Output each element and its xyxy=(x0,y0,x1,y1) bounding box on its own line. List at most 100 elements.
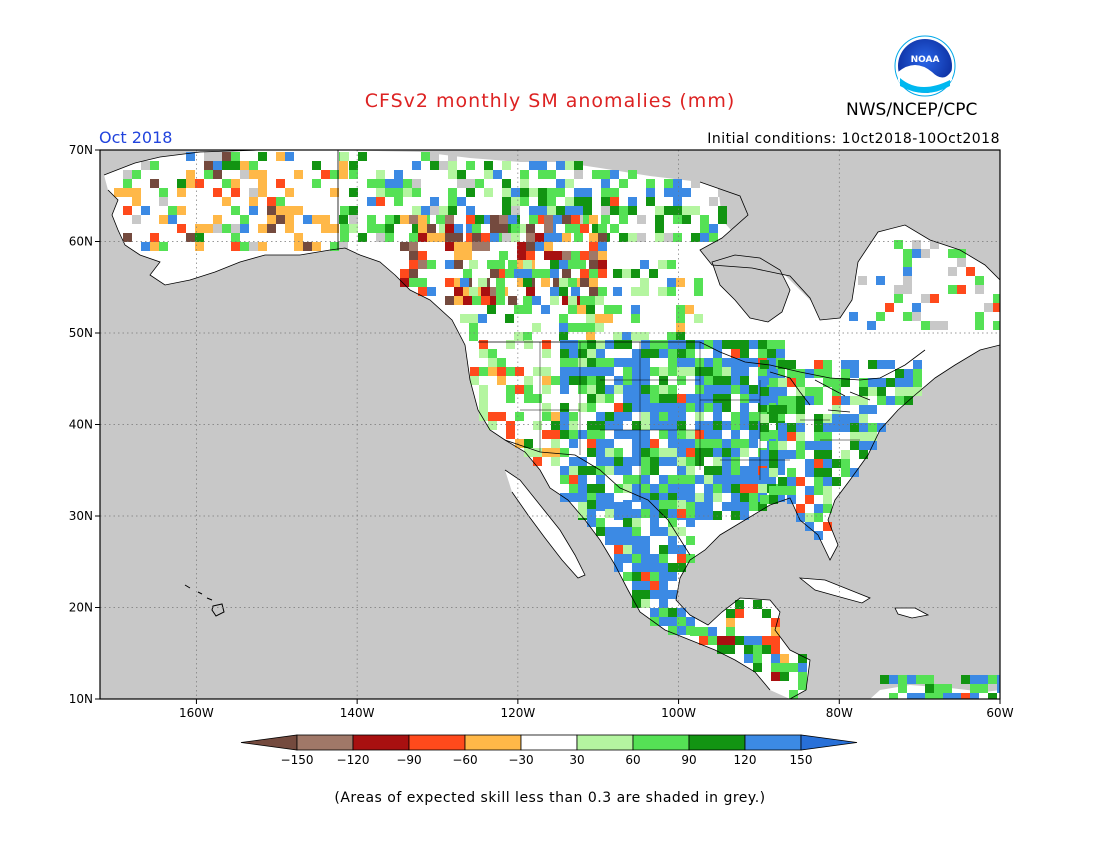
anomaly-cell xyxy=(640,260,649,269)
anomaly-cell xyxy=(213,161,222,170)
anomaly-cell xyxy=(650,394,659,403)
anomaly-cell xyxy=(704,421,713,430)
anomaly-cell xyxy=(930,294,939,303)
anomaly-cell xyxy=(427,260,436,269)
anomaly-cell xyxy=(650,466,659,475)
anomaly-cell xyxy=(632,385,641,394)
anomaly-cell xyxy=(523,260,532,269)
anomaly-cell xyxy=(560,466,569,475)
anomaly-cell xyxy=(614,385,623,394)
anomaly-cell xyxy=(484,161,493,170)
anomaly-cell xyxy=(469,332,478,341)
anomaly-cell xyxy=(641,448,650,457)
anomaly-cell xyxy=(814,513,823,522)
anomaly-cell xyxy=(776,466,785,475)
colorbar-label: −30 xyxy=(508,753,533,767)
anomaly-cell xyxy=(605,394,614,403)
anomaly-cell xyxy=(787,486,796,495)
anomaly-cell xyxy=(488,421,497,430)
axis-ticks: 160W 140W 120W 100W 80W 60W 10N 20N 30N 40N 50N 60N… xyxy=(69,143,1014,720)
anomaly-cell xyxy=(740,421,749,430)
anomaly-cell xyxy=(340,152,349,161)
anomaly-cell xyxy=(731,493,740,502)
anomaly-cell xyxy=(479,349,488,358)
anomaly-cell xyxy=(294,242,303,251)
anomaly-cell xyxy=(598,260,607,269)
anomaly-cell xyxy=(934,684,943,693)
anomaly-cell xyxy=(578,403,587,412)
anomaly-cell xyxy=(418,278,427,287)
anomaly-cell xyxy=(859,378,868,387)
anomaly-cell xyxy=(312,215,321,224)
anomaly-cell xyxy=(677,439,686,448)
anomaly-cell xyxy=(533,394,542,403)
y-tick-label: 30N xyxy=(69,509,93,523)
anomaly-cell xyxy=(596,430,605,439)
anomaly-cell xyxy=(961,693,970,699)
anomaly-cell xyxy=(668,617,677,626)
anomaly-cell xyxy=(832,414,841,423)
coastline-outline xyxy=(103,150,1000,699)
anomaly-cell xyxy=(677,412,686,421)
anomaly-cell xyxy=(150,179,159,188)
anomaly-cell xyxy=(195,233,204,242)
anomaly-cell xyxy=(641,509,650,518)
anomaly-cell xyxy=(376,233,385,242)
anomaly-cell xyxy=(466,161,475,170)
anomaly-cell xyxy=(478,314,487,323)
anomaly-cell xyxy=(778,423,787,432)
anomaly-cell xyxy=(859,432,868,441)
anomaly-cell xyxy=(195,224,204,233)
anomaly-cell xyxy=(939,321,948,330)
anomaly-cell xyxy=(186,152,195,161)
anomaly-cell xyxy=(560,421,569,430)
anomaly-cell xyxy=(641,367,650,376)
anomaly-cell xyxy=(560,340,569,349)
anomaly-cell xyxy=(686,367,695,376)
anomaly-cell xyxy=(713,511,722,520)
anomaly-cell xyxy=(907,675,916,684)
anomaly-cell xyxy=(655,233,664,242)
anomaly-cell xyxy=(659,457,668,466)
anomaly-cell xyxy=(632,475,641,484)
anomaly-cell xyxy=(596,349,605,358)
anomaly-cell xyxy=(722,367,731,376)
anomaly-cell xyxy=(484,188,493,197)
anomaly-cell xyxy=(686,358,695,367)
anomaly-cell xyxy=(796,432,805,441)
anomaly-cell xyxy=(186,233,195,242)
anomaly-cell xyxy=(659,421,668,430)
anomaly-cell xyxy=(659,581,668,590)
anomaly-cell xyxy=(569,430,578,439)
anomaly-cell xyxy=(641,563,650,572)
anomaly-cell xyxy=(760,468,769,477)
anomaly-cell xyxy=(601,188,610,197)
anomaly-cell xyxy=(460,278,469,287)
anomaly-cell xyxy=(731,376,740,385)
anomaly-cell xyxy=(690,627,699,636)
anomaly-cell xyxy=(466,215,475,224)
anomaly-cell xyxy=(587,349,596,358)
anomaly-cell xyxy=(641,457,650,466)
anomaly-cell xyxy=(749,502,758,511)
anomaly-cell xyxy=(565,161,574,170)
anomaly-cell xyxy=(614,536,623,545)
anomaly-cell xyxy=(668,385,677,394)
anomaly-cell xyxy=(623,457,632,466)
anomaly-cell xyxy=(258,179,267,188)
anomaly-cell xyxy=(997,675,1000,684)
anomaly-cell xyxy=(376,188,385,197)
anomaly-cell xyxy=(925,675,934,684)
anomaly-cell xyxy=(823,522,832,531)
anomaly-cell xyxy=(758,502,767,511)
y-tick-label: 40N xyxy=(69,418,93,432)
anomaly-cell xyxy=(569,421,578,430)
anomaly-cell xyxy=(267,197,276,206)
anomaly-cell xyxy=(586,305,595,314)
anomaly-cell xyxy=(312,161,321,170)
anomaly-cell xyxy=(632,518,641,527)
anomaly-cell xyxy=(583,197,592,206)
anomaly-cell xyxy=(565,179,574,188)
anomaly-cell xyxy=(704,403,713,412)
anomaly-cell xyxy=(676,314,685,323)
